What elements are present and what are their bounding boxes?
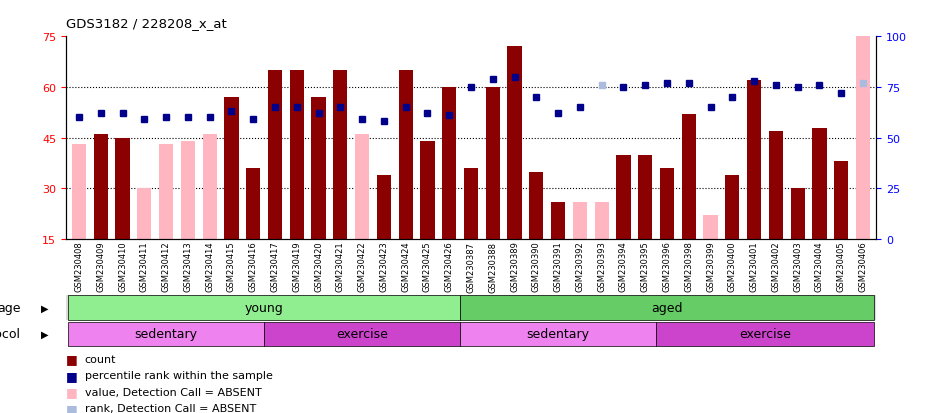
Bar (573, 202, 587, 240)
Bar (398, 71, 413, 240)
Bar (486, 88, 500, 240)
Bar (594, 202, 609, 240)
Bar (769, 132, 783, 240)
Text: sedentary: sedentary (135, 328, 198, 341)
Bar (377, 176, 391, 240)
Text: ▶: ▶ (41, 329, 49, 339)
Text: age: age (0, 301, 21, 314)
Bar (138, 189, 152, 240)
Text: ■: ■ (66, 352, 77, 366)
Text: young: young (245, 301, 284, 314)
Text: ▶: ▶ (41, 303, 49, 313)
Text: ■: ■ (66, 369, 77, 382)
Bar (638, 155, 652, 240)
Bar (72, 145, 86, 240)
Text: aged: aged (651, 301, 683, 314)
Text: value, Detection Call = ABSENT: value, Detection Call = ABSENT (85, 387, 262, 397)
Bar (203, 135, 217, 240)
Text: exercise: exercise (739, 328, 791, 341)
Bar (551, 202, 565, 240)
Bar (246, 169, 260, 240)
Bar (268, 71, 282, 240)
Bar (704, 216, 718, 240)
Bar (725, 176, 739, 240)
Bar (529, 172, 544, 240)
Bar (747, 81, 761, 240)
Bar (834, 162, 849, 240)
Bar (790, 189, 804, 240)
Bar (856, 37, 870, 240)
Bar (812, 128, 826, 240)
Bar (682, 115, 696, 240)
Text: protocol: protocol (0, 328, 21, 341)
Bar (312, 98, 326, 240)
Bar (93, 135, 108, 240)
Bar (442, 88, 456, 240)
Text: ■: ■ (66, 402, 77, 413)
Bar (463, 169, 479, 240)
Bar (420, 142, 434, 240)
Text: sedentary: sedentary (527, 328, 590, 341)
Bar (181, 142, 195, 240)
Text: percentile rank within the sample: percentile rank within the sample (85, 370, 272, 380)
Bar (508, 47, 522, 240)
Bar (616, 155, 630, 240)
Bar (116, 138, 130, 240)
Bar (355, 135, 369, 240)
Bar (159, 145, 173, 240)
Bar (290, 71, 304, 240)
Text: rank, Detection Call = ABSENT: rank, Detection Call = ABSENT (85, 404, 256, 413)
Bar (660, 169, 674, 240)
Bar (224, 98, 238, 240)
Text: count: count (85, 354, 116, 364)
Text: ■: ■ (66, 385, 77, 399)
Text: exercise: exercise (336, 328, 388, 341)
Bar (333, 71, 348, 240)
Text: GDS3182 / 228208_x_at: GDS3182 / 228208_x_at (66, 17, 227, 29)
